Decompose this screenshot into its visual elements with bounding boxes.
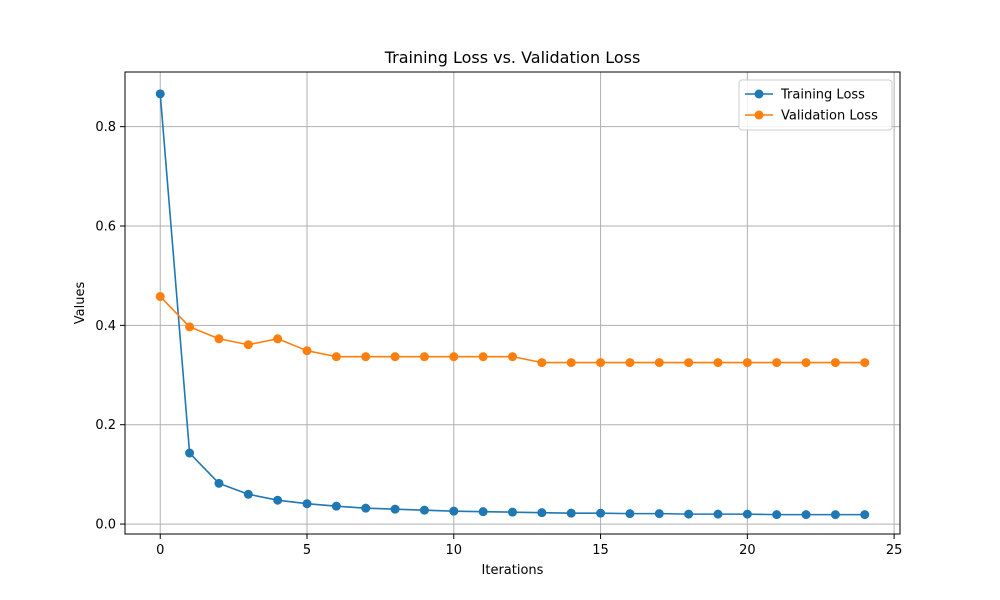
data-point <box>449 506 459 516</box>
series-layer <box>155 89 870 520</box>
data-point <box>155 292 165 302</box>
data-point <box>214 478 224 488</box>
data-point <box>566 358 576 368</box>
data-point <box>596 508 606 518</box>
data-point <box>243 340 253 350</box>
data-point <box>361 352 371 362</box>
data-point <box>155 89 165 99</box>
data-point <box>625 509 635 519</box>
data-point <box>684 358 694 368</box>
data-point <box>419 505 429 515</box>
y-tick-label: 0.2 <box>95 418 116 433</box>
legend-marker-swatch <box>754 89 764 99</box>
y-axis-label: Values <box>73 282 88 325</box>
x-tick-label: 20 <box>739 543 756 558</box>
data-point <box>830 510 840 520</box>
data-point <box>185 448 195 458</box>
data-point <box>801 510 811 520</box>
data-point <box>625 358 635 368</box>
data-point <box>860 358 870 368</box>
data-point <box>273 334 283 344</box>
x-tick-label: 0 <box>156 543 164 558</box>
data-point <box>860 510 870 520</box>
data-point <box>654 509 664 519</box>
data-point <box>185 322 195 332</box>
data-point <box>302 499 312 509</box>
data-point <box>449 352 459 362</box>
data-point <box>361 503 371 513</box>
data-point <box>801 358 811 368</box>
data-point <box>772 510 782 520</box>
y-tick-label: 0.0 <box>95 518 116 533</box>
data-point <box>713 509 723 519</box>
data-point <box>713 358 723 368</box>
legend-marker-swatch <box>754 110 764 120</box>
x-tick-label: 25 <box>886 543 903 558</box>
data-point <box>390 504 400 514</box>
data-point <box>830 358 840 368</box>
data-point <box>419 352 429 362</box>
x-tick-label: 5 <box>303 543 311 558</box>
data-point <box>302 346 312 356</box>
data-point <box>537 358 547 368</box>
data-point <box>537 508 547 518</box>
data-point <box>331 501 341 511</box>
data-point <box>478 352 488 362</box>
data-point <box>596 358 606 368</box>
legend: Training Loss Validation Loss <box>738 79 893 131</box>
x-tick-label: 15 <box>592 543 609 558</box>
y-tick-label: 0.8 <box>95 120 116 135</box>
data-point <box>214 334 224 344</box>
axis-ticks: 0 5 10 15 20 25 0.0 0.2 0.4 0.6 0.8 <box>95 120 902 558</box>
data-point <box>772 358 782 368</box>
data-point <box>654 358 664 368</box>
data-point <box>508 507 517 517</box>
data-point <box>390 352 400 362</box>
data-point <box>331 352 341 362</box>
y-tick-label: 0.4 <box>95 319 116 334</box>
chart-title: Training Loss vs. Validation Loss <box>384 48 641 67</box>
y-tick-label: 0.6 <box>95 220 116 235</box>
data-point <box>273 495 283 505</box>
data-point <box>742 358 752 368</box>
data-point <box>566 508 576 518</box>
data-point <box>478 507 488 517</box>
data-point <box>508 352 517 362</box>
x-tick-label: 10 <box>446 543 463 558</box>
legend-label: Validation Loss <box>781 109 878 124</box>
data-point <box>742 509 752 519</box>
legend-box <box>738 79 893 131</box>
legend-label: Training Loss <box>780 88 865 103</box>
data-point <box>243 489 253 499</box>
plot-frame <box>124 71 901 535</box>
data-point <box>684 509 694 519</box>
x-axis-label: Iterations <box>482 563 544 578</box>
